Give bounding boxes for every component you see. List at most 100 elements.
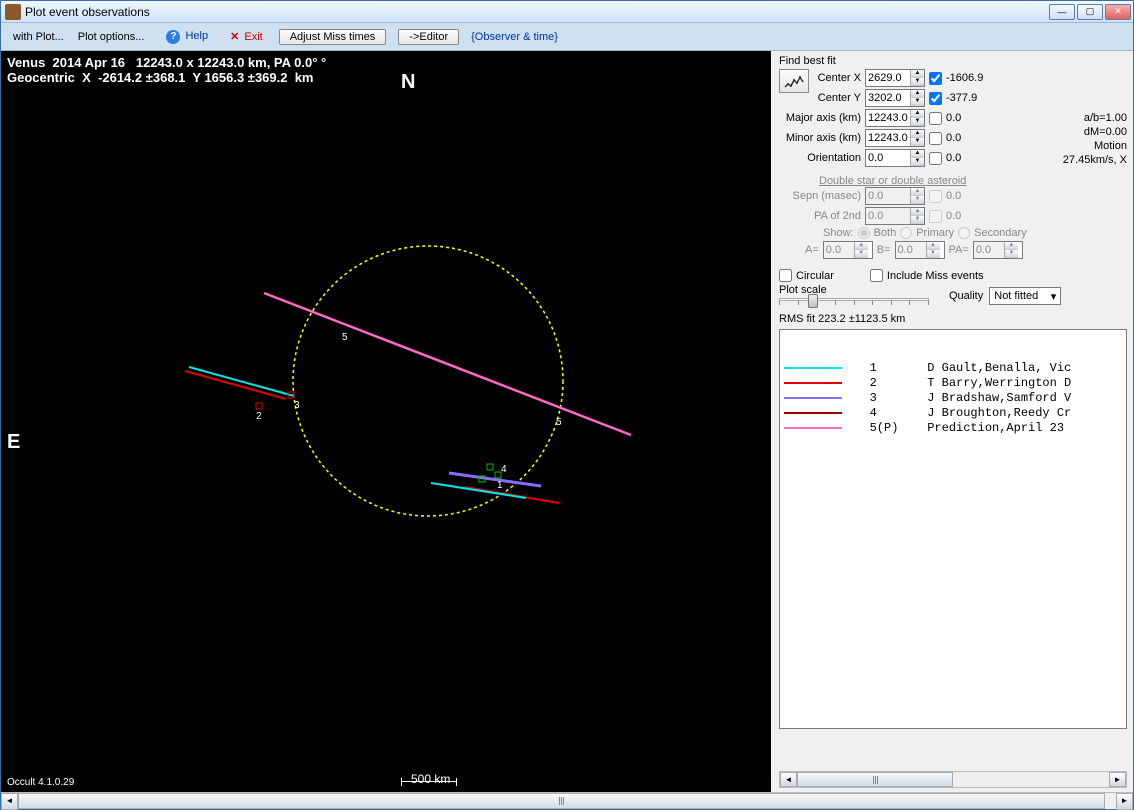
major-aux: 0.0 [946, 112, 961, 124]
editor-button[interactable]: ->Editor [398, 29, 459, 45]
scroll-right-button[interactable]: ► [1109, 772, 1126, 787]
major-input[interactable]: ▲▼ [865, 109, 925, 127]
plot-svg: 2 3 5 5 4 1 [1, 51, 771, 791]
chord-3 [189, 367, 294, 396]
win-scroll-thumb[interactable] [18, 793, 1105, 809]
menu-help[interactable]: ? Help [162, 28, 212, 46]
observer-row[interactable]: 3 J Bradshaw,Samford V [784, 390, 1122, 405]
chord-5 [264, 293, 631, 435]
orient-label: Orientation [779, 152, 861, 164]
a-label: A= [805, 244, 819, 256]
include-miss-label: Include Miss events [887, 270, 984, 282]
center-x-check[interactable] [929, 72, 942, 85]
svg-text:5: 5 [556, 417, 562, 428]
observer-swatch [784, 397, 842, 399]
center-x-label: Center X [813, 72, 861, 84]
quality-select[interactable]: Not fitted ▾ [989, 287, 1061, 305]
pa2-input: ▲▼ [865, 207, 925, 225]
menu-exit-label: Exit [244, 31, 262, 43]
minor-aux: 0.0 [946, 132, 961, 144]
circular-check[interactable] [779, 269, 792, 282]
window-hscrollbar[interactable]: ◄ ► [1, 792, 1133, 809]
observer-swatch [784, 412, 842, 414]
orient-input[interactable]: ▲▼ [865, 149, 925, 167]
quality-label: Quality [949, 290, 983, 302]
list-hscrollbar[interactable]: ◄ ► [779, 771, 1127, 788]
ab-ratio: a/b=1.00 [1057, 111, 1127, 125]
observer-row[interactable]: 1 D Gault,Benalla, Vic [784, 360, 1122, 375]
center-y-aux: -377.9 [946, 92, 977, 104]
fit-ellipse [293, 246, 563, 516]
sepn-input: ▲▼ [865, 187, 925, 205]
orient-aux: 0.0 [946, 152, 961, 164]
center-y-input[interactable]: ▲▼ [865, 89, 925, 107]
plot-scale-slider[interactable] [779, 298, 929, 301]
menu-bar: with Plot... Plot options... ? Help ✕ Ex… [1, 23, 1133, 51]
pa-input: ▲▼ [973, 241, 1023, 259]
circular-label: Circular [796, 270, 834, 282]
observer-row[interactable]: 5(P) Prediction,April 23 [784, 420, 1122, 435]
show-secondary-radio [958, 227, 970, 239]
rms-label: RMS fit 223.2 ±1123.5 km [779, 313, 1127, 325]
observer-text: 4 J Broughton,Reedy Cr [848, 406, 1071, 420]
quality-value: Not fitted [994, 290, 1038, 302]
dm-label: dM=0.00 [1057, 125, 1127, 139]
a-input: ▲▼ [823, 241, 873, 259]
include-miss-check[interactable] [870, 269, 883, 282]
svg-text:1: 1 [497, 480, 503, 491]
run-fit-button[interactable] [779, 69, 809, 93]
observer-row[interactable]: 4 J Broughton,Reedy Cr [784, 405, 1122, 420]
menu-with-plot[interactable]: with Plot... [9, 29, 68, 45]
slider-knob[interactable] [808, 294, 818, 308]
window-title: Plot event observations [25, 5, 1049, 19]
major-check[interactable] [929, 112, 942, 125]
minor-input[interactable]: ▲▼ [865, 129, 925, 147]
marker-2 [256, 403, 262, 409]
title-bar: Plot event observations — ▢ ✕ [1, 1, 1133, 23]
observer-swatch [784, 382, 842, 384]
menu-help-label: Help [185, 30, 208, 42]
pa2-check [929, 210, 942, 223]
menu-exit[interactable]: ✕ Exit [226, 28, 267, 45]
double-title: Double star or double asteroid [819, 175, 1127, 187]
observer-text: 3 J Bradshaw,Samford V [848, 391, 1071, 405]
maximize-button[interactable]: ▢ [1077, 4, 1103, 20]
center-x-aux: -1606.9 [946, 72, 983, 84]
motion-value: 27.45km/s, X [1057, 153, 1127, 167]
win-scroll-right[interactable]: ► [1116, 793, 1133, 810]
pa-label: PA= [949, 244, 969, 256]
close-button[interactable]: ✕ [1105, 4, 1131, 20]
center-x-input[interactable]: ▲▼ [865, 69, 925, 87]
sepn-check [929, 190, 942, 203]
adjust-miss-button[interactable]: Adjust Miss times [279, 29, 387, 45]
fit-panel: Find best fit Center X ▲▼ [771, 51, 1133, 792]
show-both-radio [858, 227, 870, 239]
svg-text:4: 4 [501, 464, 507, 475]
win-scroll-left[interactable]: ◄ [1, 793, 18, 810]
observer-text: 5(P) Prediction,April 23 [848, 421, 1064, 435]
observer-list[interactable]: 1 D Gault,Benalla, Vic 2 T Barry,Werring… [779, 329, 1127, 729]
scroll-left-button[interactable]: ◄ [780, 772, 797, 787]
minimize-button[interactable]: — [1049, 4, 1075, 20]
show-primary: Primary [916, 227, 954, 239]
show-both: Both [874, 227, 897, 239]
minor-check[interactable] [929, 132, 942, 145]
orient-check[interactable] [929, 152, 942, 165]
pa2-aux: 0.0 [946, 210, 961, 222]
sepn-label: Sepn (masec) [779, 190, 861, 202]
center-y-check[interactable] [929, 92, 942, 105]
marker-g1 [487, 464, 493, 470]
scroll-thumb[interactable] [797, 772, 953, 787]
plot-canvas[interactable]: Venus 2014 Apr 16 12243.0 x 12243.0 km, … [1, 51, 771, 792]
svg-text:2: 2 [256, 411, 262, 422]
chord-2 [185, 371, 286, 399]
observer-time-link[interactable]: {Observer & time} [471, 31, 558, 43]
pa2-label: PA of 2nd [779, 210, 861, 222]
help-icon: ? [166, 30, 180, 44]
plot-scale-label: Plot scale [779, 284, 929, 296]
menu-plot-options[interactable]: Plot options... [74, 29, 149, 45]
observer-swatch [784, 367, 842, 369]
observer-row[interactable]: 2 T Barry,Werrington D [784, 375, 1122, 390]
sepn-aux: 0.0 [946, 190, 961, 202]
minor-label: Minor axis (km) [779, 132, 861, 144]
